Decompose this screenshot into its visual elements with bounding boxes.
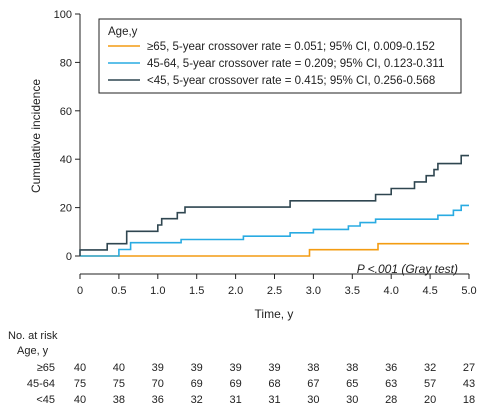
series-line-age-45-64 <box>80 204 469 257</box>
x-tick-label: 5.0 <box>461 285 476 297</box>
x-tick-label: 3.0 <box>306 285 321 297</box>
legend-label-age-65-plus: ≥65, 5-year crossover rate = 0.051; 95% … <box>147 41 435 53</box>
risk-cell: 69 <box>191 378 203 390</box>
risk-cell: 39 <box>191 362 203 374</box>
risk-cell: 27 <box>463 362 475 374</box>
y-tick-label: 60 <box>60 106 72 118</box>
risk-cell: 70 <box>152 378 164 390</box>
risk-cell: 30 <box>307 394 319 406</box>
risk-cell: 38 <box>346 362 358 374</box>
risk-table: No. at risk Age, y ≥65 40 40 39 39 39 39 38 38 36… <box>8 330 475 406</box>
y-tick-label: 100 <box>54 9 72 21</box>
y-axis-title: Cumulative incidence <box>29 79 43 193</box>
risk-cell: 39 <box>229 362 241 374</box>
risk-cell: 63 <box>385 378 397 390</box>
risk-cell: 31 <box>229 394 241 406</box>
legend-box <box>98 18 462 94</box>
risk-cell: 18 <box>463 394 475 406</box>
x-tick-label: 1.0 <box>150 285 165 297</box>
legend-label-age-under-45: <45, 5-year crossover rate = 0.415; 95% … <box>147 75 435 87</box>
risk-rows: ≥65 40 40 39 39 39 39 38 38 36 32 27 45-64 75 75 70 69 69… <box>27 362 475 406</box>
risk-cell: 69 <box>229 378 241 390</box>
risk-cell: 38 <box>307 362 319 374</box>
risk-cell: 39 <box>152 362 164 374</box>
x-axis: 0 0.5 1.0 1.5 2.0 2.5 3.0 3.5 4.0 4.5 5.0 <box>77 273 477 297</box>
y-tick-label: 20 <box>60 203 72 215</box>
series-line-age-under-45 <box>79 154 469 256</box>
risk-row-label: ≥65 <box>37 362 55 374</box>
risk-cell: 36 <box>152 394 164 406</box>
p-value-annotation: P <.001 (Gray test) <box>357 262 458 276</box>
risk-cell: 28 <box>385 394 397 406</box>
risk-cell: 75 <box>74 378 86 390</box>
risk-row-label: 45-64 <box>27 378 55 390</box>
x-tick-label: 2.5 <box>267 285 282 297</box>
risk-cell: 40 <box>74 362 86 374</box>
risk-cell: 30 <box>346 394 358 406</box>
risk-cell: 36 <box>385 362 397 374</box>
x-tick-label: 4.0 <box>384 285 399 297</box>
risk-cell: 75 <box>113 378 125 390</box>
x-tick-label: 4.5 <box>422 285 437 297</box>
x-tick-label: 3.5 <box>345 285 360 297</box>
risk-table-heading: No. at risk <box>8 330 58 342</box>
risk-cell: 40 <box>74 394 86 406</box>
x-tick-label: 0.5 <box>111 285 126 297</box>
series-line-age-65-plus <box>80 242 469 257</box>
risk-cell: 68 <box>268 378 280 390</box>
risk-cell: 43 <box>463 378 475 390</box>
risk-cell: 65 <box>346 378 358 390</box>
risk-cell: 39 <box>268 362 280 374</box>
risk-cell: 32 <box>424 362 436 374</box>
legend-label-age-45-64: 45-64, 5-year crossover rate = 0.209; 95… <box>147 58 444 70</box>
y-tick-label: 0 <box>66 251 72 263</box>
risk-cell: 31 <box>268 394 280 406</box>
risk-cell: 67 <box>307 378 319 390</box>
risk-row-label: <45 <box>36 394 55 406</box>
x-tick-label: 0 <box>77 285 83 297</box>
risk-cell: 20 <box>424 394 436 406</box>
x-tick-label: 1.5 <box>189 285 204 297</box>
risk-table-subheading: Age, y <box>17 345 49 357</box>
legend-title: Age,y <box>108 26 138 38</box>
risk-cell: 38 <box>113 394 125 406</box>
x-tick-label: 2.0 <box>228 285 243 297</box>
legend: Age,y ≥65, 5-year crossover rate = 0.051… <box>98 18 462 94</box>
y-tick-label: 80 <box>60 57 72 69</box>
y-axis: 0 20 40 60 80 100 <box>54 9 81 263</box>
risk-cell: 57 <box>424 378 436 390</box>
risk-cell: 40 <box>113 362 125 374</box>
y-tick-label: 40 <box>60 154 72 166</box>
x-axis-title: Time, y <box>255 307 294 321</box>
legend-items: ≥65, 5-year crossover rate = 0.051; 95% … <box>108 41 444 87</box>
series-layer <box>79 154 469 257</box>
risk-cell: 32 <box>191 394 203 406</box>
